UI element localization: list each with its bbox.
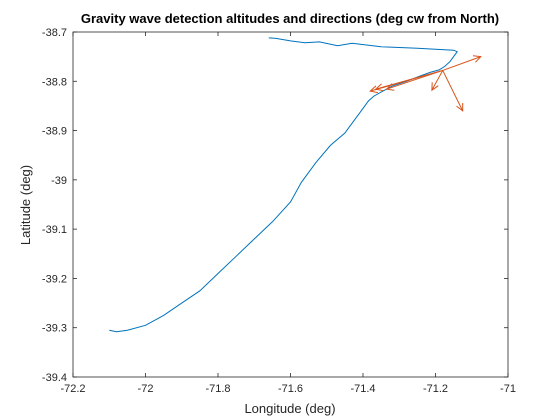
y-tick-label: -38.7 <box>42 27 67 39</box>
direction-arrow <box>431 70 444 92</box>
x-tick-label: -72.2 <box>60 383 85 395</box>
y-tick-label: -39.2 <box>42 273 67 285</box>
direction-arrow <box>442 70 464 112</box>
y-tick-label: -39.4 <box>42 372 67 384</box>
axes-box <box>72 31 509 378</box>
flight-track-line <box>109 37 458 333</box>
direction-arrow <box>385 69 443 91</box>
x-tick-label: -71.8 <box>205 383 230 395</box>
y-axis-label: Latitude (deg) <box>18 165 33 245</box>
y-tick-label: -38.8 <box>42 76 67 88</box>
y-tick-label: -38.9 <box>42 126 67 138</box>
x-tick-label: -71.2 <box>423 383 448 395</box>
y-tick-label: -39 <box>51 175 67 187</box>
x-tick-label: -72 <box>138 383 154 395</box>
y-tick-label: -39.3 <box>42 323 67 335</box>
chart-title: Gravity wave detection altitudes and dir… <box>81 11 499 26</box>
plot-area <box>109 37 482 333</box>
x-tick-label: -71.6 <box>278 383 303 395</box>
direction-arrow <box>369 69 443 94</box>
x-tick-label: -71 <box>500 383 516 395</box>
direction-arrow <box>442 55 482 71</box>
y-tick-label: -39.1 <box>42 224 67 236</box>
x-axis-label: Longitude (deg) <box>244 401 335 416</box>
x-tick-label: -71.4 <box>350 383 375 395</box>
axis-ticks: -72.2 -72 -71.8 -71.6 -71.4 -71.2 -71 -38.7 -38.… <box>42 27 516 395</box>
